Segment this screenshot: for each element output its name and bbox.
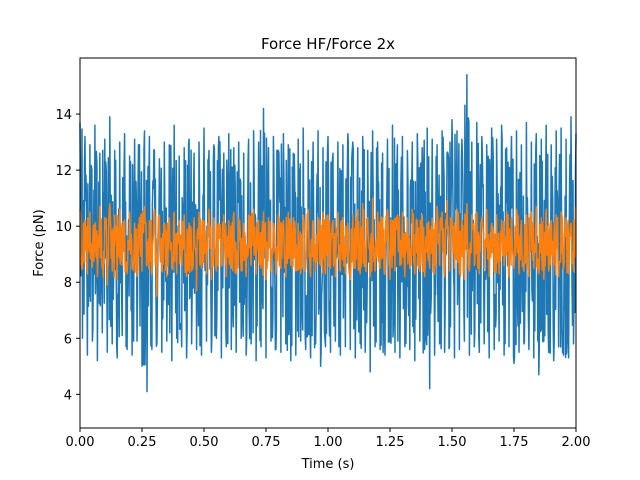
y-tick-label: 6 — [64, 332, 72, 347]
y-tick-label: 10 — [55, 220, 72, 235]
x-tick-label: 0.75 — [252, 435, 281, 450]
series-0 — [79, 74, 577, 393]
x-tick-label: 2.00 — [562, 435, 591, 450]
y-axis: 4 6 8 10 12 14 — [55, 108, 80, 403]
chart-title: Force HF/Force 2x — [261, 35, 395, 53]
x-tick-label: 1.25 — [376, 435, 405, 450]
series-0-line — [79, 74, 577, 393]
x-axis-label: Time (s) — [301, 457, 355, 472]
y-axis-label: Force (pN) — [32, 209, 47, 276]
y-tick-label: 8 — [64, 276, 72, 291]
series-layer — [79, 74, 577, 393]
y-tick-label: 14 — [55, 108, 72, 123]
x-tick-label: 1.50 — [438, 435, 467, 450]
y-tick-label: 4 — [64, 388, 72, 403]
series-1-line — [79, 197, 577, 298]
x-axis: 0.00 0.25 0.50 0.75 1.00 1.25 1.50 1.75 2.00 — [66, 428, 591, 450]
x-tick-label: 0.50 — [190, 435, 219, 450]
x-tick-label: 0.25 — [128, 435, 157, 450]
series-1 — [79, 197, 577, 298]
x-tick-label: 0.00 — [66, 435, 95, 450]
x-tick-label: 1.00 — [314, 435, 343, 450]
y-tick-label: 12 — [55, 164, 72, 179]
x-tick-label: 1.75 — [500, 435, 529, 450]
